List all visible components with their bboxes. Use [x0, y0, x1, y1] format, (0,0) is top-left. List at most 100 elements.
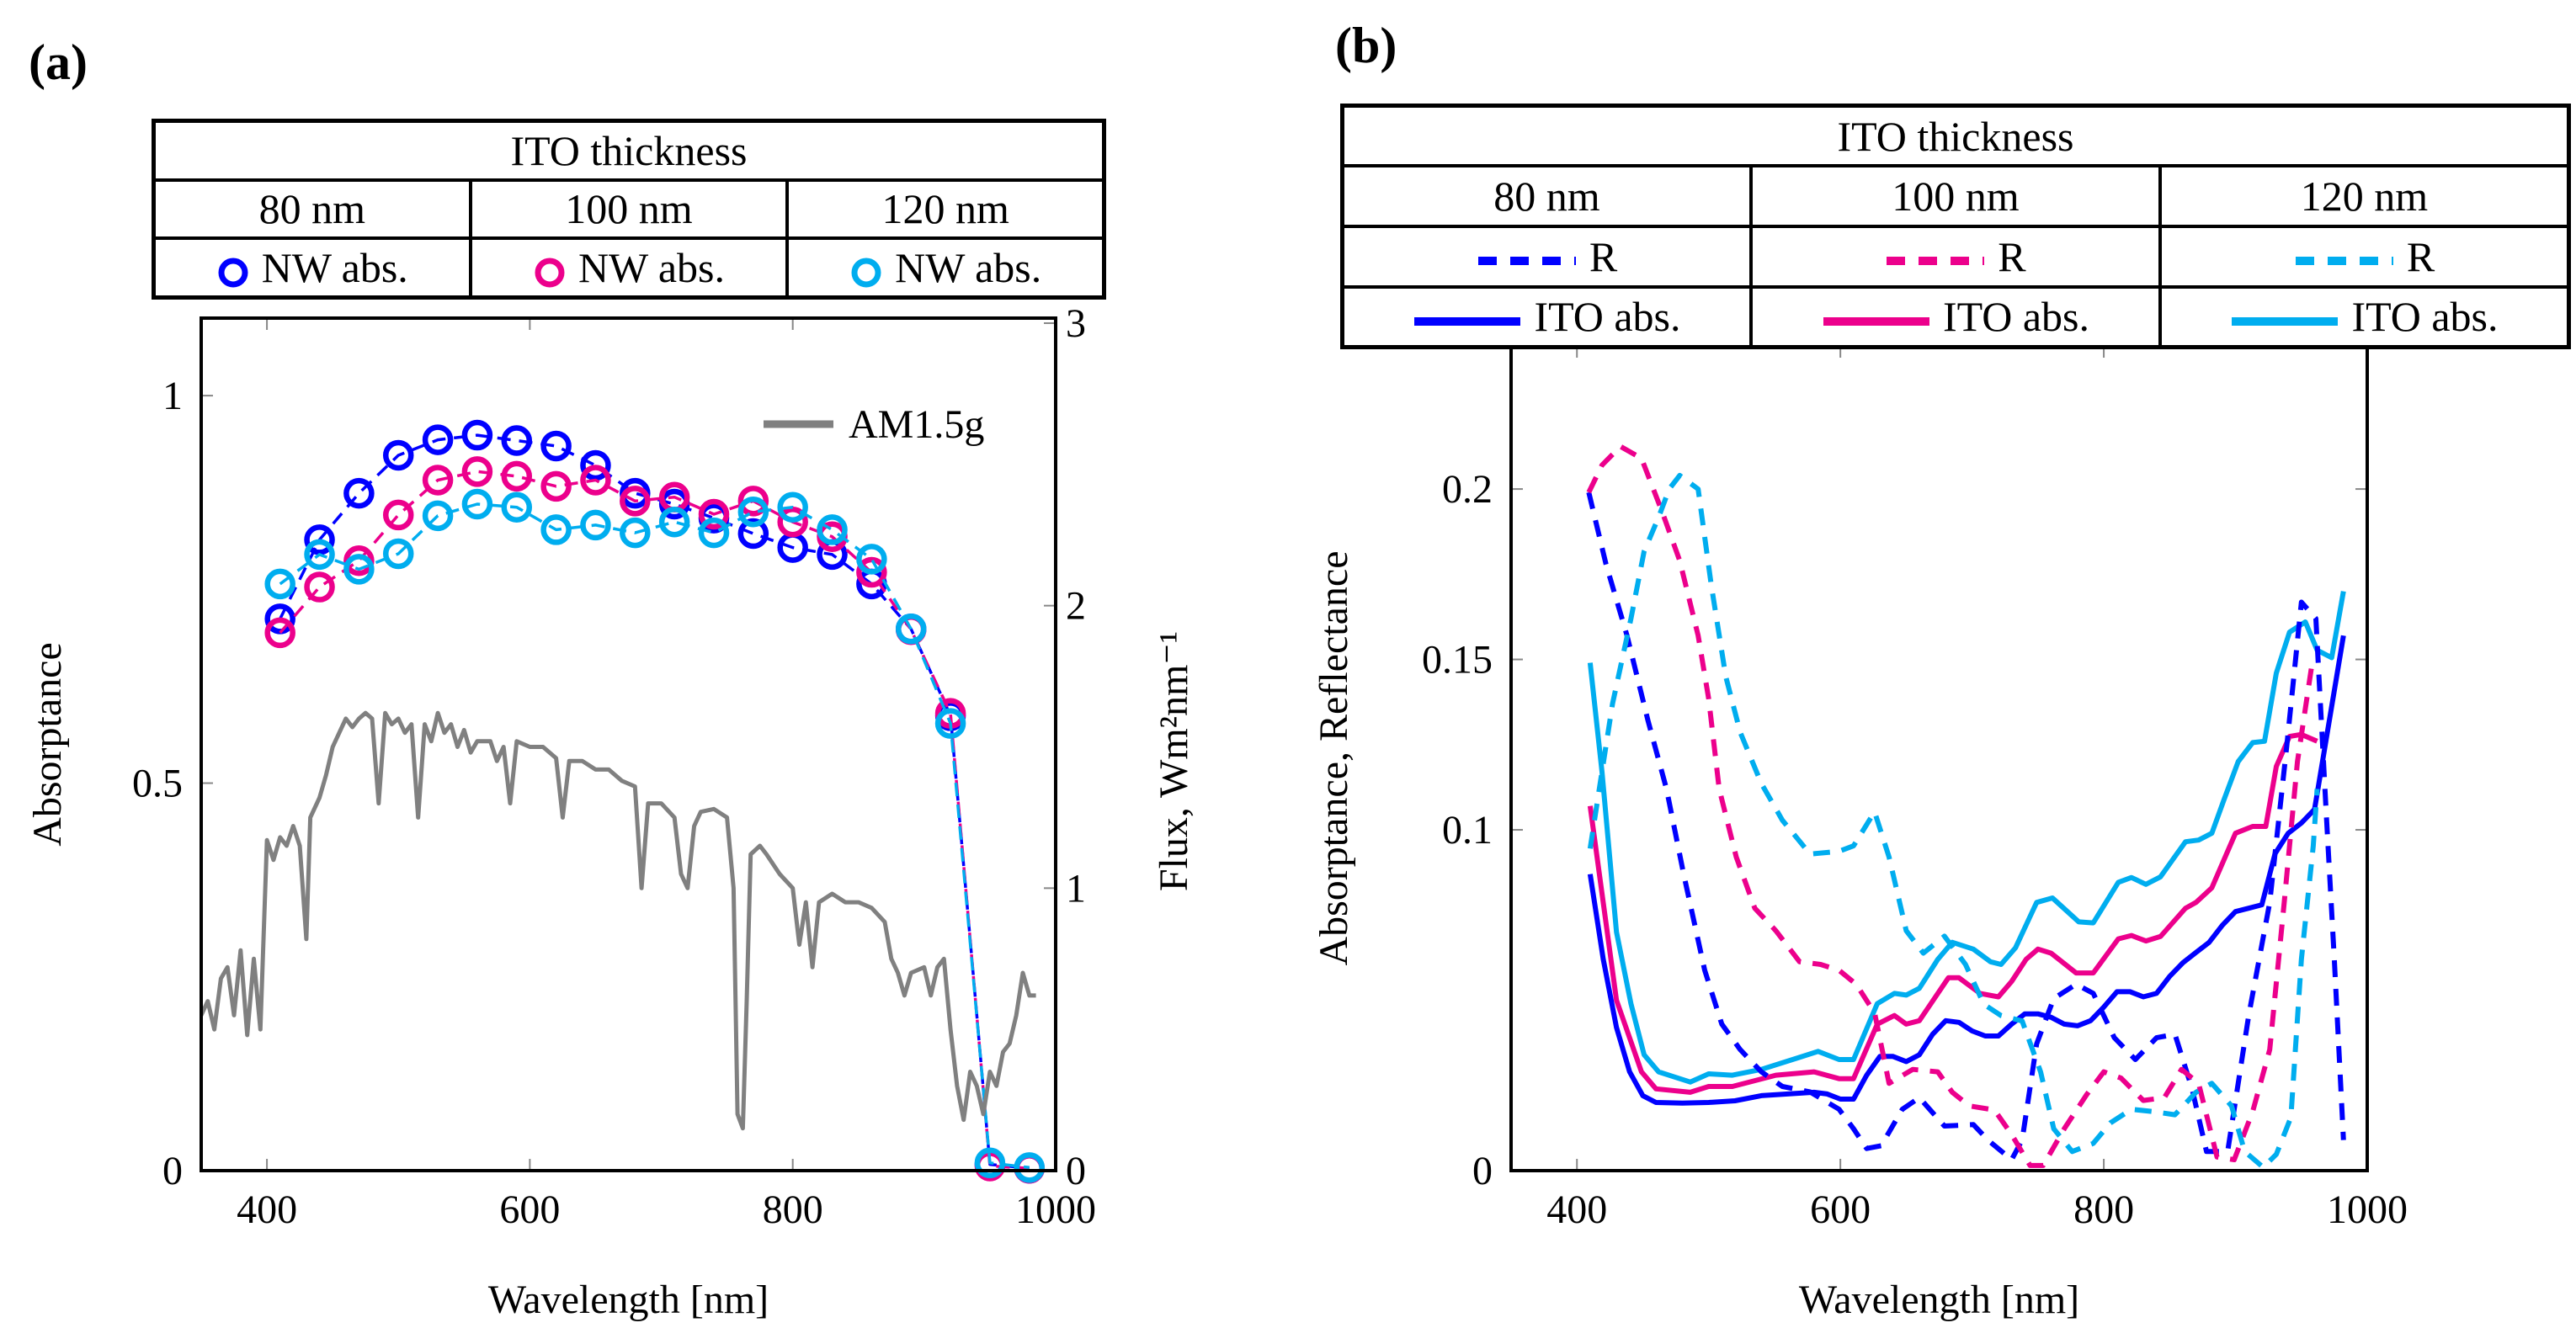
- legend-a-label: NW abs.: [261, 244, 408, 292]
- dashed-line-icon: [1887, 257, 1985, 266]
- data-point-t120: [737, 496, 769, 528]
- data-point-t100: [777, 506, 808, 538]
- legend-b: ITO thickness 80 nm 100 nm 120 nm R R R …: [1340, 104, 2571, 349]
- legend-b-col-120: 120 nm: [2158, 164, 2567, 228]
- data-point-t120: [343, 554, 375, 585]
- panel-label-b: (b): [1335, 18, 1397, 73]
- data-point-t100: [264, 617, 295, 649]
- solid-line-icon: [1414, 316, 1521, 326]
- y-right-tick-label: 0: [1066, 1149, 1086, 1193]
- legend-b-r-80: R: [1344, 224, 1753, 289]
- y-axis-label: Absorptance, Reflectance: [1312, 550, 1356, 965]
- legend-b-label: ITO abs.: [1534, 293, 1681, 341]
- y-right-tick-label: 1: [1066, 866, 1086, 911]
- data-point-t120: [934, 708, 966, 739]
- data-point-t80: [501, 425, 533, 456]
- data-point-t100: [620, 486, 651, 517]
- data-point-t120: [817, 514, 848, 545]
- data-point-t120: [1014, 1152, 1046, 1183]
- legend-a-label: NW abs.: [895, 244, 1042, 292]
- data-point-t100: [304, 571, 335, 603]
- data-point-t100: [737, 486, 769, 517]
- legend-b-abs-80: ITO abs.: [1344, 284, 1753, 345]
- legend-a-entry-80: NW abs.: [156, 236, 472, 295]
- legend-a-entry-120: NW abs.: [785, 236, 1102, 295]
- legend-a-entry-100: NW abs.: [468, 236, 790, 295]
- y-tick-label: 0: [162, 1149, 183, 1193]
- data-point-t80: [461, 419, 493, 451]
- data-point-t120: [895, 614, 927, 645]
- data-point-t100: [461, 456, 493, 487]
- circle-marker-icon: [218, 258, 248, 288]
- series-line-t120-reflectance: [1587, 472, 2320, 1170]
- x-tick-label: 1000: [1015, 1187, 1096, 1232]
- data-point-t100: [501, 460, 533, 492]
- data-point-t80: [343, 477, 375, 509]
- dashed-line-icon: [1477, 257, 1576, 266]
- legend-a-col-80: 80 nm: [156, 178, 472, 241]
- data-point-t120: [974, 1147, 1006, 1179]
- legend-a: ITO thickness 80 nm 100 nm 120 nm NW abs…: [152, 119, 1106, 300]
- data-point-t120: [304, 539, 335, 571]
- data-point-t80: [540, 430, 572, 462]
- data-point-t120: [620, 517, 651, 549]
- data-point-t100: [540, 470, 572, 502]
- legend-b-abs-100: ITO abs.: [1748, 284, 2162, 345]
- legend-b-r-100: R: [1748, 224, 2162, 289]
- legend-a-col-120: 120 nm: [785, 178, 1102, 241]
- x-tick-label: 800: [763, 1187, 823, 1232]
- legend-b-label: R: [1998, 232, 2026, 280]
- x-tick-label: 600: [499, 1187, 560, 1232]
- series-line-t80-ito-abs: [1587, 635, 2346, 1106]
- y-tick-label: 0: [1472, 1149, 1493, 1193]
- data-point-t80: [737, 518, 769, 550]
- y-right-tick-label: 2: [1066, 584, 1086, 629]
- legend-b-col-80: 80 nm: [1344, 164, 1753, 228]
- data-point-t120: [540, 514, 572, 545]
- data-point-t100: [580, 465, 611, 496]
- legend-b-label: ITO abs.: [2351, 293, 2499, 341]
- legend-b-abs-120: ITO abs.: [2158, 284, 2567, 345]
- data-point-t100: [856, 556, 887, 588]
- circle-marker-icon: [851, 258, 881, 288]
- legend-a-col-100: 100 nm: [468, 178, 790, 241]
- data-point-t80: [304, 524, 335, 555]
- x-tick-label: 800: [2073, 1187, 2134, 1232]
- series-line-t100: [279, 470, 1030, 1170]
- data-point-t120: [856, 544, 887, 575]
- data-point-t80: [580, 449, 611, 481]
- data-point-t120: [382, 538, 414, 570]
- legend-b-label: ITO abs.: [1942, 293, 2090, 341]
- data-point-t120: [658, 506, 690, 538]
- panel-label-a: (a): [29, 35, 88, 90]
- x-tick-label: 600: [1810, 1187, 1871, 1232]
- data-point-t100: [382, 499, 414, 531]
- y-tick-label: 0.2: [1442, 467, 1493, 512]
- legend-b-col-100: 100 nm: [1748, 164, 2162, 228]
- y-tick-label: 0.5: [132, 762, 183, 806]
- data-point-t80: [382, 439, 414, 471]
- x-axis-label: Wavelength [nm]: [1799, 1278, 2079, 1322]
- series-line-t100-ito-abs: [1587, 731, 2318, 1095]
- data-point-t80: [422, 424, 454, 455]
- data-point-t120: [777, 491, 808, 523]
- am15-legend-label: AM1.5g: [849, 402, 984, 447]
- x-tick-label: 1000: [2327, 1187, 2408, 1232]
- legend-a-title: ITO thickness: [156, 123, 1102, 182]
- legend-b-r-120: R: [2158, 224, 2567, 289]
- circle-marker-icon: [535, 258, 565, 288]
- solid-line-icon: [1823, 316, 1929, 326]
- solid-line-icon: [2232, 316, 2339, 326]
- y-tick-label: 0.15: [1422, 638, 1493, 683]
- y-axis-label: Absorptance: [25, 642, 70, 847]
- x-tick-label: 400: [237, 1187, 297, 1232]
- data-point-t120: [501, 491, 533, 523]
- data-point-t100: [698, 498, 730, 530]
- data-point-t100: [422, 465, 454, 496]
- series-line-t120-ito-abs: [1587, 591, 2346, 1085]
- data-point-t120: [422, 500, 454, 532]
- y-right-tick-label: 3: [1066, 301, 1086, 346]
- x-axis-label: Wavelength [nm]: [488, 1278, 769, 1322]
- data-point-t120: [698, 517, 730, 549]
